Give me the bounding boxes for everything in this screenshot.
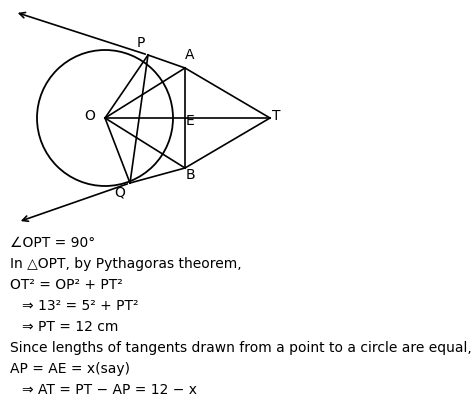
- Text: AP = AE = x(say): AP = AE = x(say): [10, 362, 130, 376]
- Text: Since lengths of tangents drawn from a point to a circle are equal,: Since lengths of tangents drawn from a p…: [10, 341, 472, 355]
- Text: OT² = OP² + PT²: OT² = OP² + PT²: [10, 278, 123, 292]
- Text: P: P: [137, 36, 145, 50]
- Text: ∠OPT = 90°: ∠OPT = 90°: [10, 236, 95, 250]
- Text: E: E: [186, 114, 194, 128]
- Text: T: T: [272, 109, 280, 123]
- Text: Q: Q: [115, 186, 126, 200]
- Text: In △OPT, by Pythagoras theorem,: In △OPT, by Pythagoras theorem,: [10, 257, 242, 271]
- Text: ⇒ PT = 12 cm: ⇒ PT = 12 cm: [22, 320, 119, 334]
- Text: ⇒ 13² = 5² + PT²: ⇒ 13² = 5² + PT²: [22, 299, 138, 313]
- Text: B: B: [185, 168, 195, 182]
- Text: O: O: [84, 109, 95, 123]
- Text: A: A: [185, 48, 195, 62]
- Text: ⇒ AT = PT − AP = 12 − x: ⇒ AT = PT − AP = 12 − x: [22, 383, 197, 397]
